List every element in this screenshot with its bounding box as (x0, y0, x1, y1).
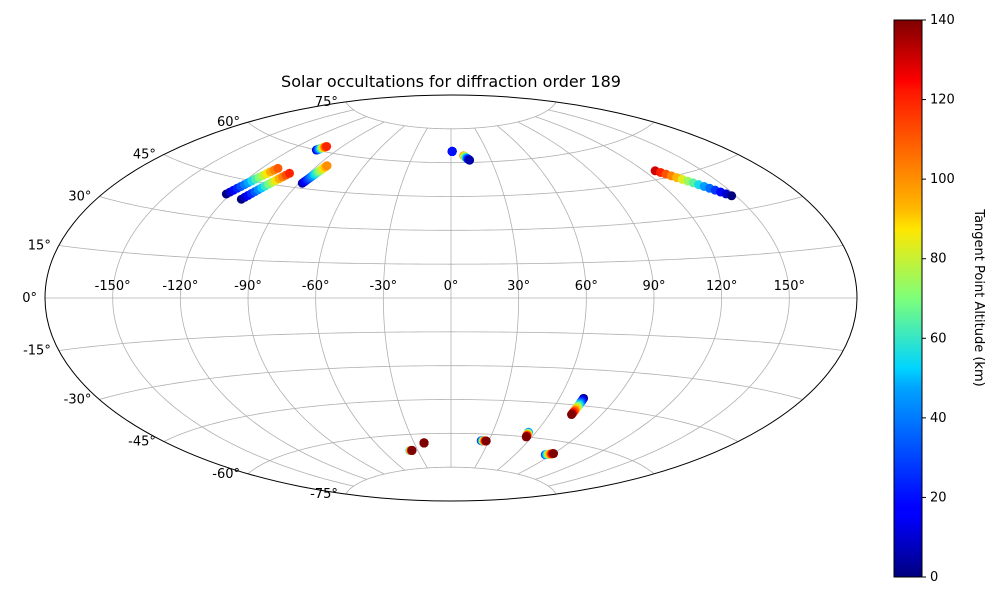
colorbar-label: Tangent Point Altitude (km) (971, 208, 986, 386)
longitude-tick-label: -30° (369, 279, 397, 294)
data-point (419, 438, 429, 448)
colorbar-tick-label: 140 (930, 13, 955, 28)
latitude-tick-label: 15° (28, 238, 51, 253)
data-point (407, 445, 417, 455)
graticule (45, 101, 857, 495)
latitude-tick-label: -45° (128, 435, 156, 450)
data-point (273, 163, 283, 173)
latitude-tick-label: -15° (23, 344, 51, 359)
gridline-lon (382, 127, 428, 469)
latitude-tick-label: 75° (315, 95, 338, 110)
gridline-lon (548, 109, 790, 487)
colorbar-tick-label: 0 (930, 570, 938, 585)
latitude-tick-label: 60° (217, 115, 240, 130)
colorbar (893, 19, 923, 578)
gridline-lon (179, 116, 367, 480)
data-point (549, 449, 559, 459)
longitude-tick-label: 0° (444, 279, 459, 294)
colorbar-tick-label: 80 (930, 252, 947, 267)
gridline-lon (496, 125, 587, 471)
gridline-lon (474, 127, 520, 469)
colorbar-tick-label: 120 (930, 93, 955, 108)
latitude-tick-label: -60° (212, 467, 240, 482)
map-boundary (44, 94, 858, 502)
longitude-tick-label: 90° (642, 279, 665, 294)
longitude-tick-label: -150° (95, 279, 131, 294)
gridline-lat (345, 101, 557, 130)
longitude-tick-labels: -150° -120° -90° -60° -30° 0° 30° 60° 90° 120° 150… (95, 279, 805, 294)
data-point (481, 436, 491, 446)
gridline-lon (517, 121, 655, 475)
latitude-tick-labels: -75° -60° -45° -30° -15° 0° 15° 30° 45° 60° 75° (22, 95, 338, 502)
longitude-tick-label: 120° (706, 279, 737, 294)
gridline-lon (535, 116, 723, 480)
longitude-tick-label: -120° (162, 279, 198, 294)
data-point (322, 141, 332, 151)
colorbar-tick-label: 40 (930, 411, 947, 426)
data-point (465, 155, 475, 165)
data-point (447, 146, 457, 156)
data-point (567, 410, 577, 420)
latitude-tick-label: -30° (64, 393, 92, 408)
colorbar-tick-label: 60 (930, 331, 947, 346)
gridline-lat (345, 466, 557, 495)
latitude-tick-label: 45° (133, 147, 156, 162)
occultation-points (221, 141, 737, 460)
colorbar-tick-label: 100 (930, 172, 955, 187)
colorbar-tick-labels: 0 20 40 60 80 100 120 140 (922, 13, 955, 585)
latitude-tick-label: 30° (68, 190, 91, 205)
longitude-tick-label: -90° (234, 279, 262, 294)
data-point (322, 161, 332, 171)
longitude-tick-label: 150° (774, 279, 805, 294)
latitude-tick-label: -75° (310, 487, 338, 502)
gridline-lon (112, 109, 354, 487)
longitude-tick-label: 30° (507, 279, 530, 294)
longitude-tick-label: -60° (302, 279, 330, 294)
longitude-tick-label: 60° (575, 279, 598, 294)
chart-title: Solar occultations for diffraction order… (281, 72, 621, 91)
data-point (727, 191, 737, 201)
data-point (285, 168, 295, 178)
data-point (521, 432, 531, 442)
latitude-tick-label: 0° (22, 291, 37, 306)
gridline-lon (315, 125, 406, 471)
colorbar-tick-label: 20 (930, 490, 947, 505)
